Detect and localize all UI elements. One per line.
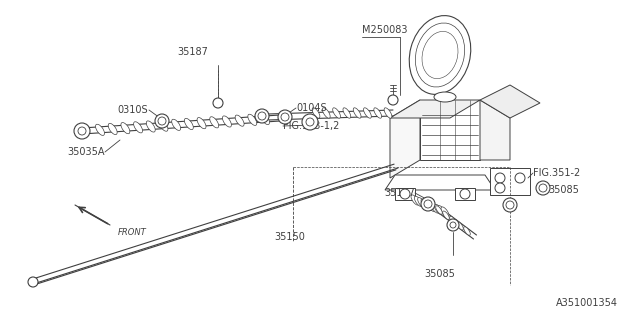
Polygon shape	[385, 175, 495, 190]
Circle shape	[536, 181, 550, 195]
Ellipse shape	[384, 108, 392, 118]
Ellipse shape	[134, 122, 143, 133]
Ellipse shape	[421, 199, 429, 209]
Polygon shape	[390, 100, 420, 178]
Polygon shape	[480, 85, 540, 118]
Circle shape	[78, 127, 86, 135]
Polygon shape	[420, 100, 480, 160]
Circle shape	[460, 189, 470, 199]
Circle shape	[306, 118, 314, 126]
Text: 35085: 35085	[548, 185, 579, 195]
Circle shape	[515, 173, 525, 183]
Text: 35187: 35187	[177, 47, 209, 57]
Ellipse shape	[436, 206, 442, 214]
Ellipse shape	[457, 221, 463, 230]
Ellipse shape	[353, 108, 361, 118]
Ellipse shape	[434, 92, 456, 102]
Circle shape	[506, 201, 514, 209]
Text: FRONT: FRONT	[118, 228, 147, 237]
Ellipse shape	[312, 108, 320, 118]
Ellipse shape	[422, 31, 458, 79]
Circle shape	[400, 189, 410, 199]
Text: M250083: M250083	[362, 25, 408, 35]
Ellipse shape	[248, 114, 257, 125]
Circle shape	[388, 95, 398, 105]
Circle shape	[258, 112, 266, 120]
Ellipse shape	[415, 23, 465, 87]
Ellipse shape	[159, 120, 168, 131]
Ellipse shape	[108, 124, 117, 135]
Ellipse shape	[343, 108, 351, 118]
Ellipse shape	[418, 197, 426, 208]
Ellipse shape	[409, 16, 471, 94]
Ellipse shape	[424, 200, 433, 211]
Circle shape	[255, 109, 269, 123]
Ellipse shape	[147, 121, 156, 132]
Circle shape	[421, 197, 435, 211]
Text: 35150: 35150	[275, 232, 305, 242]
Circle shape	[424, 200, 432, 208]
Ellipse shape	[435, 204, 442, 214]
Ellipse shape	[184, 118, 193, 130]
Ellipse shape	[235, 115, 244, 126]
Ellipse shape	[441, 207, 449, 217]
Ellipse shape	[95, 124, 104, 135]
Ellipse shape	[431, 203, 439, 213]
Text: 35117: 35117	[384, 188, 415, 198]
Circle shape	[155, 114, 169, 128]
Circle shape	[158, 117, 166, 125]
Ellipse shape	[428, 202, 436, 212]
Polygon shape	[480, 100, 510, 160]
Circle shape	[447, 219, 459, 231]
Ellipse shape	[411, 195, 419, 205]
Polygon shape	[490, 168, 530, 195]
Text: 0104S: 0104S	[296, 103, 326, 113]
Circle shape	[450, 222, 456, 228]
Ellipse shape	[450, 216, 456, 225]
Circle shape	[503, 198, 517, 212]
Ellipse shape	[197, 117, 206, 129]
Circle shape	[74, 123, 90, 139]
Text: FIG.183-1,2: FIG.183-1,2	[283, 121, 339, 131]
Circle shape	[302, 114, 318, 130]
Ellipse shape	[414, 196, 422, 206]
Circle shape	[495, 173, 505, 183]
Ellipse shape	[323, 108, 330, 118]
Text: 35035A: 35035A	[67, 147, 105, 157]
Circle shape	[281, 113, 289, 121]
Polygon shape	[395, 188, 415, 200]
Ellipse shape	[443, 211, 449, 220]
Ellipse shape	[210, 117, 219, 128]
Circle shape	[278, 110, 292, 124]
Circle shape	[495, 183, 505, 193]
Ellipse shape	[172, 119, 180, 131]
Text: 0310S: 0310S	[117, 105, 148, 115]
Ellipse shape	[438, 205, 445, 216]
Text: A351001354: A351001354	[556, 298, 618, 308]
Polygon shape	[455, 188, 475, 200]
Text: FIG.351-2: FIG.351-2	[533, 168, 580, 178]
Polygon shape	[390, 100, 480, 118]
Ellipse shape	[464, 227, 470, 235]
Ellipse shape	[333, 108, 340, 118]
Circle shape	[213, 98, 223, 108]
Text: 35085: 35085	[424, 269, 456, 279]
Ellipse shape	[374, 108, 381, 118]
Ellipse shape	[121, 123, 130, 134]
Ellipse shape	[223, 116, 232, 127]
Ellipse shape	[260, 113, 269, 124]
Ellipse shape	[364, 108, 371, 118]
Circle shape	[28, 277, 38, 287]
Circle shape	[539, 184, 547, 192]
